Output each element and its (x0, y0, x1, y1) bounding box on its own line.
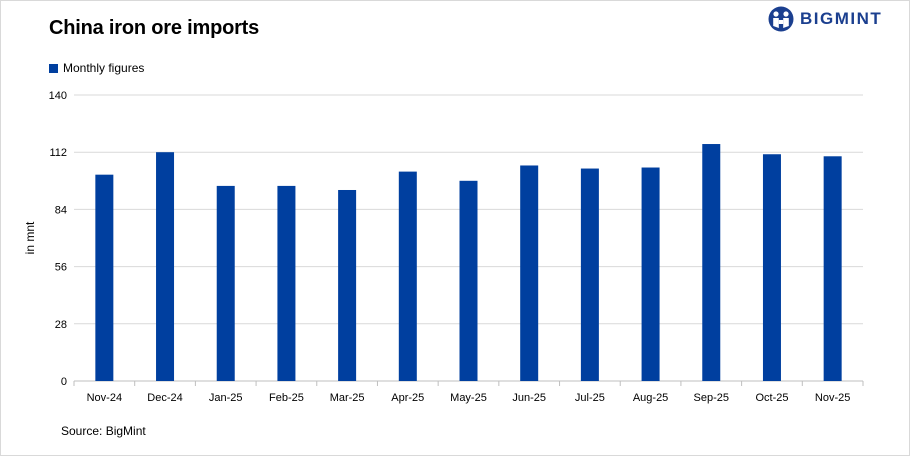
bar (216, 185, 235, 381)
y-tick-label: 140 (49, 90, 67, 102)
x-tick-label: Jun-25 (512, 392, 546, 404)
bar (641, 167, 660, 381)
y-tick-label: 0 (61, 376, 67, 388)
y-tick-label: 56 (55, 262, 67, 274)
x-tick-label: Jul-25 (575, 392, 605, 404)
x-tick-label: Dec-24 (147, 392, 182, 404)
legend: Monthly figures (49, 61, 144, 75)
bar (156, 152, 175, 381)
chart-title: China iron ore imports (49, 17, 260, 39)
bigmint-logo-icon (768, 6, 794, 32)
bar (277, 185, 296, 381)
x-tick-label: Apr-25 (391, 392, 424, 404)
bar (338, 189, 357, 381)
bar (459, 180, 478, 381)
bigmint-logo: BIGMINT (768, 4, 882, 34)
legend-swatch (49, 63, 58, 73)
bar (580, 168, 599, 381)
x-tick-label: Mar-25 (330, 392, 365, 404)
bar (398, 171, 417, 381)
x-tick-label: Nov-25 (815, 392, 850, 404)
bar (762, 154, 781, 381)
x-tick-label: Feb-25 (269, 392, 304, 404)
legend-label: Monthly figures (63, 61, 145, 75)
bar (702, 144, 721, 381)
y-tick-label: 112 (49, 147, 67, 159)
bar (520, 165, 539, 381)
source-note: Source: BigMint (61, 424, 146, 438)
x-tick-label: Jan-25 (209, 392, 243, 404)
bigmint-logo-text: BIGMINT (800, 9, 883, 28)
x-tick-label: Sep-25 (694, 392, 729, 404)
x-tick-label: Nov-24 (87, 392, 122, 404)
x-tick-label: May-25 (450, 392, 487, 404)
x-tick-label: Oct-25 (755, 392, 788, 404)
x-tick-label: Aug-25 (633, 392, 668, 404)
bar (95, 174, 114, 381)
bar (823, 156, 842, 381)
y-tick-label: 84 (55, 204, 67, 216)
y-tick-label: 28 (55, 319, 67, 331)
